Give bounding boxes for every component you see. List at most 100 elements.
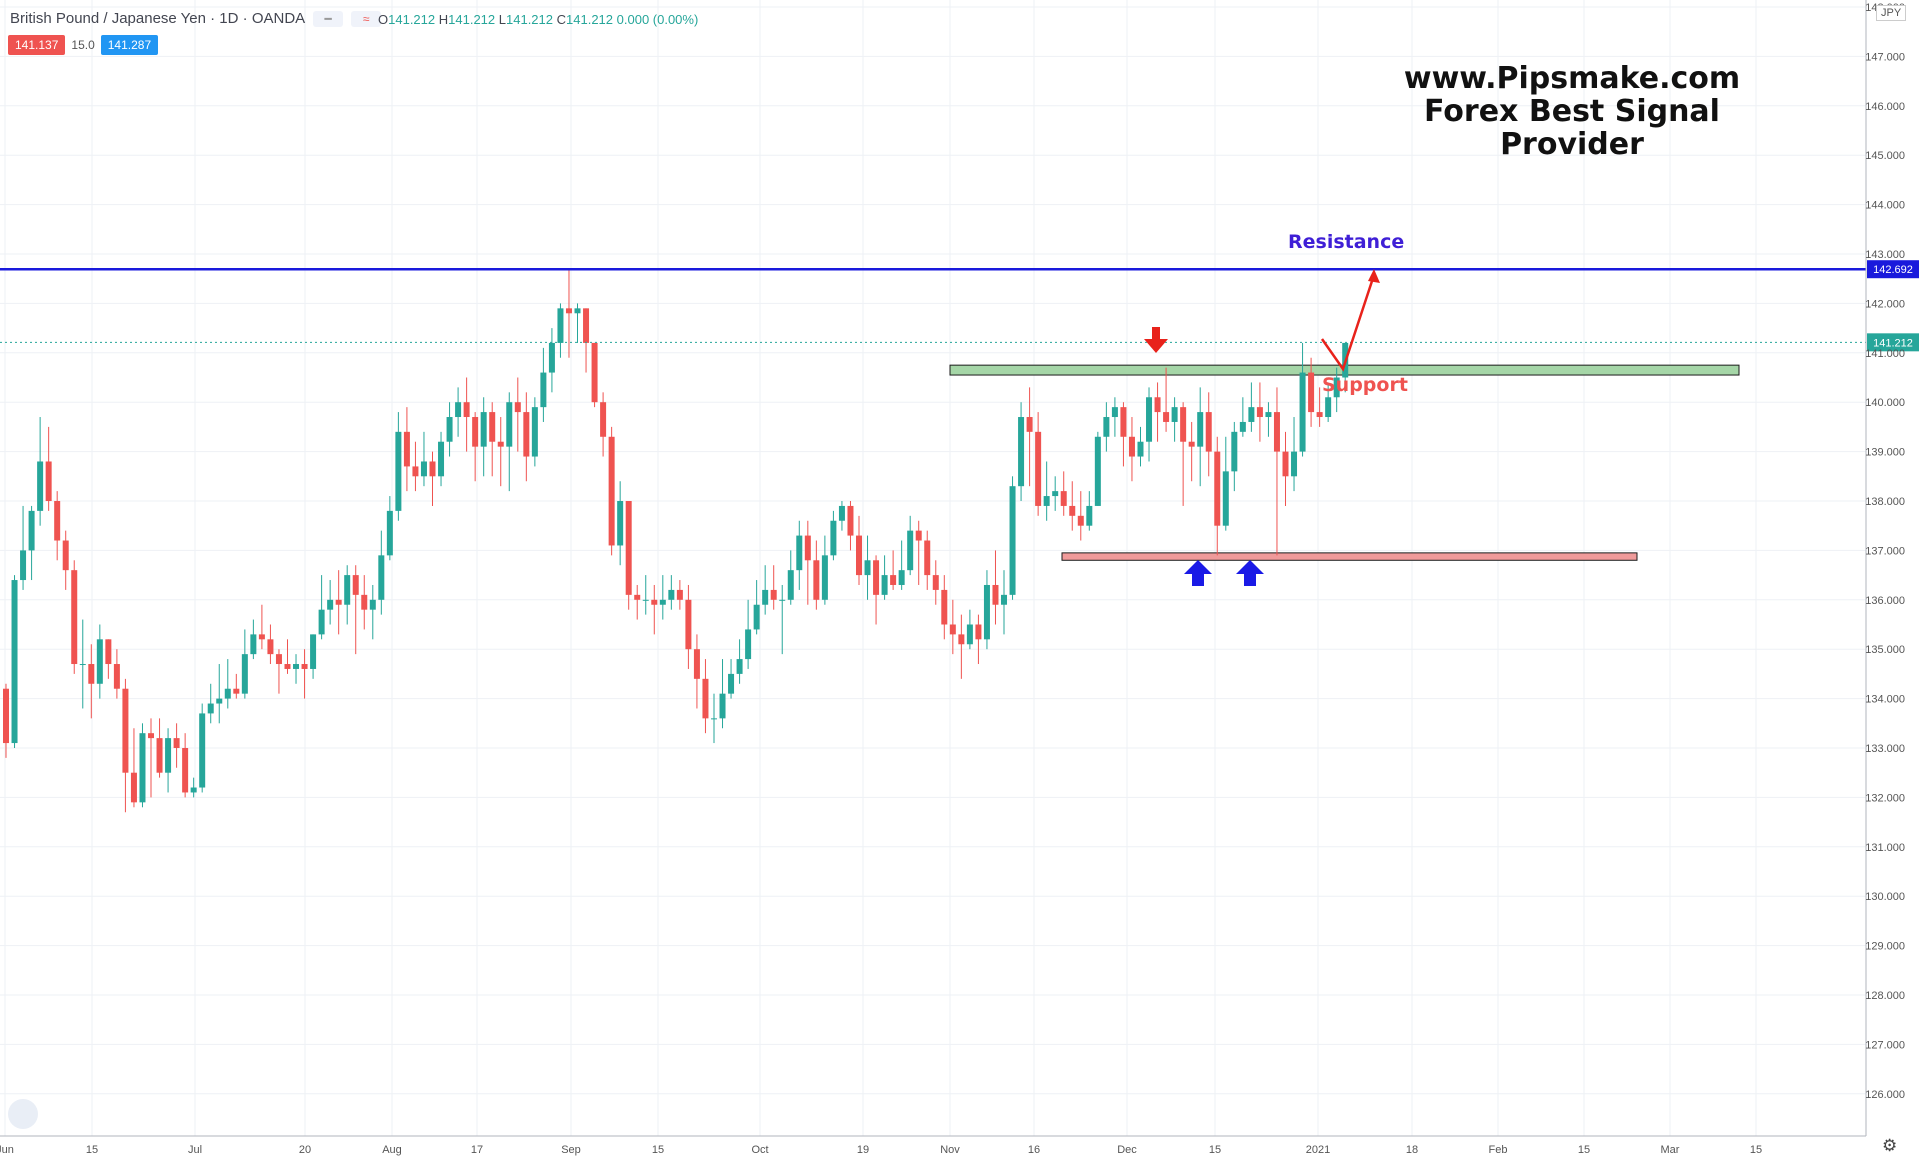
candle-body [148,733,155,739]
price-tick-label: 137.000 [1865,545,1905,557]
currency-label[interactable]: JPY [1876,5,1907,21]
candle-body [250,634,257,655]
candle-body [958,634,965,645]
candle-body [1171,407,1178,422]
price-tick-label: 134.000 [1865,694,1905,706]
candle-body [480,412,487,447]
candle-body [548,342,555,373]
resistance-label: Resistance [1288,231,1405,253]
candle-body [378,555,385,600]
candle-body [497,441,504,447]
price-tick-label: 130.000 [1865,891,1905,903]
candle-body [966,624,973,645]
candle-body [642,599,649,601]
candle-body [369,599,376,610]
candle-body [745,629,752,660]
price-tick-label: 144.000 [1865,200,1905,212]
watermark-line2: Forex Best Signal Provider [1424,94,1720,162]
price-tick-label: 138.000 [1865,496,1905,508]
hide-indicators-icon[interactable]: ━ [313,10,344,27]
projection-arrow [1320,274,1376,372]
time-tick-label: 2021 [1306,1144,1330,1156]
candle-body [241,654,248,694]
symbol-header: British Pound / Japanese Yen · 1D · OAND… [10,10,382,27]
ohlc-readout: O141.212 H141.212 L141.212 C141.212 0.00… [378,12,699,27]
candle-body [156,738,163,773]
candle-body [199,713,206,788]
candle-body [395,431,402,511]
candle-body [1035,431,1042,506]
candle-body [1256,407,1263,418]
candle-body [890,575,897,585]
candle-body [301,664,308,669]
candle-body [1163,412,1170,422]
candle-body [941,589,948,625]
candle-body [1265,412,1272,418]
candle-body [165,738,172,773]
resistance-price-box [1867,260,1919,279]
candle-body [574,308,581,314]
candle-body [420,461,427,477]
candle-body [591,342,598,403]
symbol-title[interactable]: British Pound / Japanese Yen · 1D · OAND… [10,10,306,27]
time-tick-label: 20 [299,1144,311,1156]
candle-body [1180,407,1187,442]
candle-body [1128,436,1135,457]
tradingview-logo-icon[interactable] [8,1099,38,1129]
candle-body [1316,412,1323,418]
candle-body [762,589,769,605]
candle-body [1239,421,1246,432]
price-tick-label: 142.000 [1865,298,1905,310]
candle-body [233,688,240,694]
candle-body [37,461,44,511]
candle-body [915,530,922,541]
candle-body [719,693,726,719]
candle-body [804,535,811,561]
price-tick-label: 133.000 [1865,743,1905,755]
candle-body [932,575,939,590]
settings-gear-icon[interactable]: ⚙ [1882,1136,1898,1155]
price-tick-label: 131.000 [1865,842,1905,854]
last-price-box [1867,333,1919,352]
time-tick-label: Feb [1489,1144,1508,1156]
candle-body [1120,407,1127,437]
compare-icon[interactable]: ≈ [351,10,382,27]
candle-body [1094,436,1101,506]
candle-body [130,772,137,803]
time-tick-label: Mar [1661,1144,1680,1156]
price-tick-label: 129.000 [1865,941,1905,953]
candle-body [403,431,410,467]
candle-body [728,673,735,694]
time-tick-label: 15 [1578,1144,1590,1156]
candle-body [1026,417,1033,432]
candle-body [710,718,717,720]
candle-body [779,599,786,601]
candle-body [1103,417,1110,437]
bid-ask: 141.137 15.0 141.287 [8,35,159,55]
candle-body [975,624,982,640]
sell-button[interactable]: 141.137 [8,35,66,55]
support-label: Support [1322,374,1408,396]
candle-body [139,733,146,803]
time-tick-label: 15 [1750,1144,1762,1156]
candle-body [335,599,342,605]
price-tick-label: 127.000 [1865,1039,1905,1051]
buy-arrow-icon [1236,560,1264,586]
price-tick-label: 146.000 [1865,101,1905,113]
candle-body [224,688,231,699]
time-tick-label: Sep [561,1144,581,1156]
candle-body [267,639,274,655]
price-tick-label: 139.000 [1865,447,1905,459]
candle-body [753,604,760,630]
candle-body [1009,486,1016,595]
candle-body [821,555,828,600]
candle-body [310,634,317,669]
candle-body [361,594,368,610]
price-tick-label: 132.000 [1865,792,1905,804]
candle-body [736,659,743,674]
candle-body [881,575,888,595]
buy-button[interactable]: 141.287 [100,35,159,55]
time-tick-label: 18 [1406,1144,1418,1156]
candle-body [96,639,103,684]
